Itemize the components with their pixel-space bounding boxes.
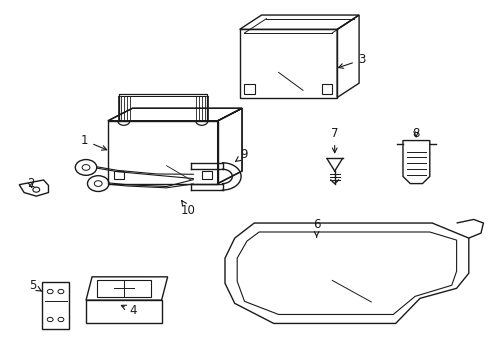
Text: 2: 2 [27, 177, 35, 190]
Text: 9: 9 [235, 148, 248, 162]
Bar [42, 282, 69, 329]
Text: 10: 10 [181, 201, 196, 217]
Bar [114, 171, 123, 179]
Bar [97, 280, 151, 297]
Text: 8: 8 [411, 127, 419, 140]
Text: 1: 1 [81, 134, 106, 150]
Text: 3: 3 [338, 53, 365, 68]
Bar [202, 171, 211, 179]
Text: 4: 4 [121, 305, 137, 318]
Bar [244, 84, 255, 94]
Text: 7: 7 [330, 127, 338, 153]
Text: 6: 6 [312, 218, 320, 237]
Bar [321, 84, 331, 94]
Text: 5: 5 [29, 279, 41, 292]
